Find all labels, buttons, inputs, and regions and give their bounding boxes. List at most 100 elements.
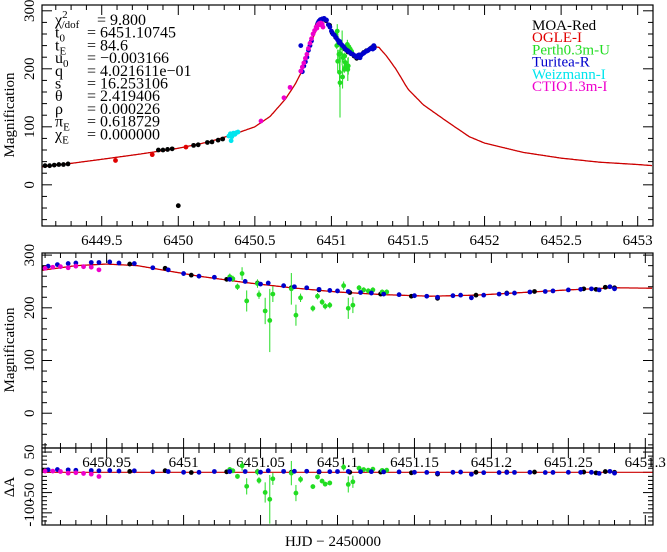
y-tick-label: 0: [22, 409, 38, 417]
data-point: [335, 469, 340, 474]
data-point: [211, 274, 217, 280]
data-point: [435, 470, 440, 476]
panel-residual: 50 0 -50-100: [22, 445, 654, 527]
data-point: [358, 290, 363, 295]
x-tick-label: 6451: [169, 455, 199, 471]
data-point: [209, 139, 215, 145]
legend-entry: Turitea-R: [532, 55, 590, 71]
data-point: [169, 146, 175, 152]
data-point: [565, 287, 571, 293]
legend-entry: MOA-Red: [532, 18, 597, 34]
data-point: [235, 129, 241, 135]
data-point: [450, 293, 456, 299]
data-point: [327, 288, 333, 293]
parameter-symbol: tE: [55, 37, 66, 57]
data-point: [196, 273, 202, 279]
parameter-value: = 84.6: [87, 37, 128, 54]
data-point: [589, 469, 594, 475]
data-point: [258, 469, 263, 475]
data-point: [56, 162, 62, 167]
data-point: [301, 60, 307, 66]
data-point: [368, 469, 374, 475]
data-point: [324, 17, 329, 23]
data-point: [73, 470, 79, 476]
data-point: [191, 142, 197, 148]
data-point: [127, 469, 133, 474]
data-point: [65, 161, 71, 167]
data-point: [116, 260, 122, 266]
legend-entry: CTIO1.3m-I: [532, 79, 607, 95]
x-tick-label: 6452.5: [540, 233, 581, 249]
y-tick-label: 300: [22, 244, 38, 266]
y-tick-label: 0: [22, 181, 38, 189]
y-tick-label: -100: [22, 499, 38, 527]
parameter-value: = 0.000226: [87, 101, 160, 118]
data-point: [293, 312, 299, 318]
data-point: [181, 469, 186, 475]
x-tick-label: 6451.5: [387, 233, 428, 249]
legend: MOA-RedOGLE-IPerth0.3m-UTuritea-RWeizman…: [532, 18, 610, 95]
data-point: [345, 469, 351, 474]
data-point: [412, 469, 417, 475]
series-ctio1-3m-i: [42, 263, 102, 273]
data-point: [131, 261, 137, 266]
data-point: [42, 265, 48, 271]
x-tick-label: 6452: [470, 233, 500, 249]
data-point: [304, 51, 310, 57]
data-point: [270, 291, 276, 297]
data-point: [345, 63, 351, 69]
data-point: [322, 481, 328, 487]
data-point: [565, 469, 571, 475]
data-point: [396, 292, 402, 298]
data-point: [458, 292, 464, 298]
data-point: [504, 470, 510, 475]
axes-frame: [41, 252, 654, 449]
series-ogle-i: [113, 144, 189, 163]
axes-frame: [41, 447, 654, 526]
data-point: [242, 279, 248, 284]
series-moa-red: [42, 261, 617, 301]
data-point: [96, 267, 102, 273]
data-point: [481, 292, 487, 298]
x-tick-label: 6451.15: [390, 455, 439, 471]
y-tick-label: 200: [22, 58, 38, 81]
data-point: [242, 469, 248, 474]
data-point: [96, 474, 102, 479]
data-point: [107, 259, 113, 265]
parameter-value: = 6451.10745: [87, 25, 176, 42]
data-point: [270, 476, 276, 482]
data-point: [481, 470, 487, 476]
data-point: [527, 469, 533, 475]
data-point: [244, 483, 250, 489]
y-tick-label: 300: [22, 0, 38, 22]
series-turitea-r: [45, 467, 617, 477]
data-point: [550, 288, 556, 294]
y-tick-label: 100: [22, 116, 38, 139]
data-point: [183, 144, 189, 150]
data-point: [527, 289, 533, 295]
x-tick-label: 6451.1: [317, 455, 358, 471]
series-turitea-r: [45, 259, 617, 301]
parameter-symbol: q: [55, 63, 63, 80]
parameter-symbol: χE: [54, 126, 69, 146]
data-point: [612, 286, 617, 292]
data-point: [589, 286, 594, 292]
parameter-symbol: s: [55, 76, 61, 93]
data-point: [81, 471, 86, 476]
x-tick-label: 6451.25: [544, 455, 593, 471]
x-ticks: [42, 447, 653, 526]
data-point: [51, 162, 57, 168]
data-point: [258, 118, 264, 124]
data-point: [542, 470, 548, 475]
x-tick-label: 6450.95: [82, 455, 131, 471]
data-point: [50, 468, 56, 474]
data-point: [345, 289, 351, 294]
data-point: [473, 292, 479, 298]
data-point: [304, 285, 310, 291]
data-point: [244, 298, 250, 304]
data-point: [227, 276, 233, 282]
parameter-symbol: πE: [55, 114, 70, 134]
data-point: [204, 140, 210, 145]
data-point: [262, 490, 268, 495]
